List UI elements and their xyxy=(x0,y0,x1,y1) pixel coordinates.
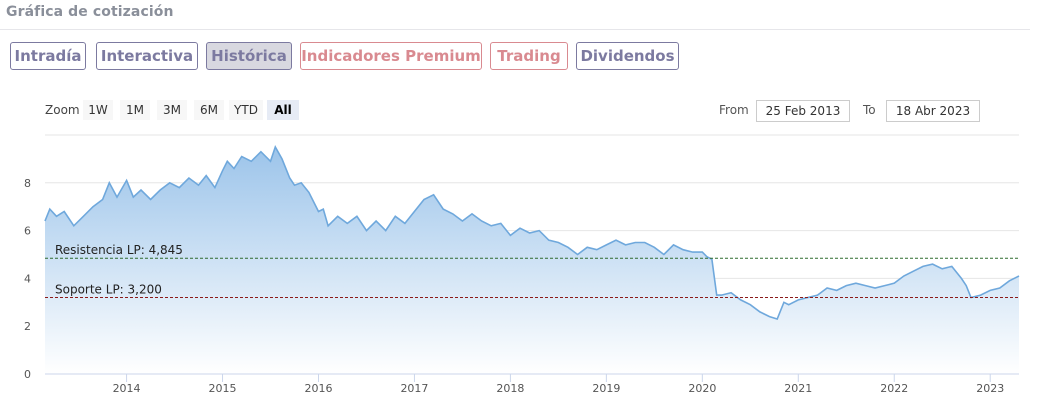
zoom-1m-button[interactable]: 1M xyxy=(120,100,150,120)
y-tick-label: 0 xyxy=(24,368,31,381)
y-tick-label: 8 xyxy=(24,177,31,190)
y-axis: 0 2 4 6 8 xyxy=(24,177,31,381)
zoom-1w-button[interactable]: 1W xyxy=(83,100,113,120)
tab-interactiva[interactable]: Interactiva xyxy=(96,42,198,70)
tab-historica[interactable]: Histórica xyxy=(206,42,292,70)
zoom-3m-button[interactable]: 3M xyxy=(157,100,187,120)
price-area xyxy=(45,147,1019,374)
x-tick-label: 2019 xyxy=(592,382,620,395)
x-tick-label: 2017 xyxy=(400,382,428,395)
zoom-ytd-button[interactable]: YTD xyxy=(229,100,263,120)
x-axis: 2014 2015 2016 2017 2018 2019 2020 2021 2022 2023 xyxy=(45,373,1019,395)
x-tick-label: 2014 xyxy=(113,382,141,395)
tab-trading[interactable]: Trading xyxy=(490,42,568,70)
x-tick-label: 2020 xyxy=(688,382,716,395)
range-from-label: From xyxy=(719,103,749,117)
tab-intradia[interactable]: Intradía xyxy=(10,42,86,70)
price-line[interactable] xyxy=(44,145,1020,320)
range-from-input[interactable]: 25 Feb 2013 xyxy=(756,100,850,122)
y-tick-label: 2 xyxy=(24,320,31,333)
y-tick-label: 4 xyxy=(24,272,31,285)
x-tick-label: 2018 xyxy=(496,382,524,395)
zoom-all-button[interactable]: All xyxy=(267,100,299,120)
x-tick-label: 2022 xyxy=(880,382,908,395)
title-divider xyxy=(0,29,1030,30)
zoom-6m-button[interactable]: 6M xyxy=(194,100,224,120)
reference-lines: Resistencia LP: 4,845 Soporte LP: 3,200 xyxy=(45,243,1019,299)
page-title: Gráfica de cotización xyxy=(6,4,174,20)
range-to-label: To xyxy=(863,103,876,117)
x-tick-label: 2021 xyxy=(784,382,812,395)
support-label: Soporte LP: 3,200 xyxy=(55,283,162,297)
x-tick-label: 2016 xyxy=(304,382,332,395)
tab-indicadores-premium[interactable]: Indicadores Premium xyxy=(300,42,482,70)
resistance-label: Resistencia LP: 4,845 xyxy=(55,243,183,257)
y-tick-label: 6 xyxy=(24,225,31,238)
x-tick-label: 2023 xyxy=(976,382,1004,395)
tab-dividendos[interactable]: Dividendos xyxy=(576,42,679,70)
range-to-input[interactable]: 18 Abr 2023 xyxy=(886,100,980,122)
x-tick-label: 2015 xyxy=(209,382,237,395)
zoom-label: Zoom xyxy=(45,103,80,117)
